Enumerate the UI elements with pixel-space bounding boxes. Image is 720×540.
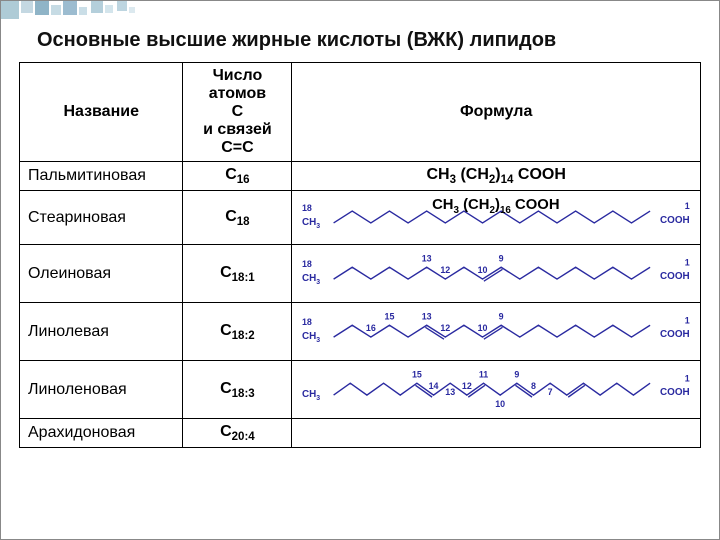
- acid-formula: 8 9 11 12 14 15 7 10 13 CH3 1 COOH: [292, 361, 701, 419]
- table-row: СтеариноваяC18 18 CH3 1 COOH CH3 (CH2)16 COOH: [20, 191, 701, 245]
- acid-atoms: C16: [183, 162, 292, 191]
- acid-formula: 18 CH3 1 COOH CH3 (CH2)16 COOH: [292, 191, 701, 245]
- svg-text:CH3: CH3: [302, 331, 320, 344]
- svg-text:12: 12: [441, 323, 451, 333]
- table-row: ОлеиноваяC18:1 13 12 10 9 18 CH3 1 COOH: [20, 245, 701, 303]
- page-title: Основные высшие жирные кислоты (ВЖК) лип…: [37, 29, 701, 52]
- svg-text:18: 18: [302, 259, 312, 269]
- table-row: ЛинолеваяC18:2 16 15 13 12 10 9 18 CH3 1 COOH: [20, 303, 701, 361]
- acid-formula: 13 12 10 9 18 CH3 1 COOH: [292, 245, 701, 303]
- svg-text:18: 18: [302, 317, 312, 327]
- svg-text:9: 9: [515, 369, 520, 379]
- svg-text:COOH: COOH: [660, 329, 690, 340]
- svg-text:COOH: COOH: [660, 215, 690, 226]
- acid-atoms: C18:2: [183, 303, 292, 361]
- acid-name: Арахидоновая: [20, 419, 183, 448]
- svg-text:9: 9: [499, 253, 504, 263]
- header-atoms: Число атомов С и связей С=С: [183, 63, 292, 162]
- table-row: АрахидоноваяC20:4: [20, 419, 701, 448]
- svg-text:13: 13: [422, 253, 432, 263]
- acid-atoms: C18:3: [183, 361, 292, 419]
- svg-text:13: 13: [446, 387, 456, 397]
- acid-name: Пальмитиновая: [20, 162, 183, 191]
- svg-text:11: 11: [479, 369, 488, 379]
- svg-text:15: 15: [412, 369, 422, 379]
- svg-text:10: 10: [478, 323, 488, 333]
- svg-text:CH3: CH3: [302, 389, 320, 402]
- acid-formula: CH3 (CH2)14 COOH: [292, 162, 701, 191]
- fatty-acids-table: Название Число атомов С и связей С=С Фор…: [19, 62, 701, 448]
- svg-text:10: 10: [478, 265, 488, 275]
- header-formula: Формула: [292, 63, 701, 162]
- table-row: ПальмитиноваяC16CH3 (CH2)14 COOH: [20, 162, 701, 191]
- svg-text:CH3: CH3: [302, 273, 320, 286]
- svg-text:18: 18: [302, 203, 312, 213]
- svg-text:CH3: CH3: [302, 217, 320, 230]
- svg-text:8: 8: [531, 381, 536, 391]
- acid-atoms: C18: [183, 191, 292, 245]
- acid-atoms: C20:4: [183, 419, 292, 448]
- svg-text:15: 15: [385, 311, 395, 321]
- svg-text:1: 1: [685, 315, 690, 325]
- svg-text:12: 12: [462, 381, 472, 391]
- acid-name: Линолевая: [20, 303, 183, 361]
- acid-formula: 16 15 13 12 10 9 18 CH3 1 COOH: [292, 303, 701, 361]
- header-name: Название: [20, 63, 183, 162]
- svg-text:COOH: COOH: [660, 271, 690, 282]
- svg-text:7: 7: [548, 387, 553, 397]
- svg-text:1: 1: [685, 257, 690, 267]
- table-row: ЛиноленоваяC18:3 8 9 11 12 14 15 7 10 13 CH3 1 COOH: [20, 361, 701, 419]
- svg-text:10: 10: [496, 399, 506, 409]
- acid-formula: [292, 419, 701, 448]
- acid-name: Олеиновая: [20, 245, 183, 303]
- svg-text:1: 1: [685, 201, 690, 211]
- svg-text:12: 12: [441, 265, 451, 275]
- svg-text:1: 1: [685, 373, 690, 383]
- acid-atoms: C18:1: [183, 245, 292, 303]
- svg-text:16: 16: [366, 323, 376, 333]
- svg-text:13: 13: [422, 311, 432, 321]
- svg-text:14: 14: [429, 381, 439, 391]
- svg-text:COOH: COOH: [660, 387, 690, 398]
- main-content: Основные высшие жирные кислоты (ВЖК) лип…: [1, 1, 719, 460]
- svg-text:CH3 (CH2)16 COOH: CH3 (CH2)16 COOH: [432, 197, 559, 216]
- svg-text:9: 9: [499, 311, 504, 321]
- acid-name: Линоленовая: [20, 361, 183, 419]
- acid-name: Стеариновая: [20, 191, 183, 245]
